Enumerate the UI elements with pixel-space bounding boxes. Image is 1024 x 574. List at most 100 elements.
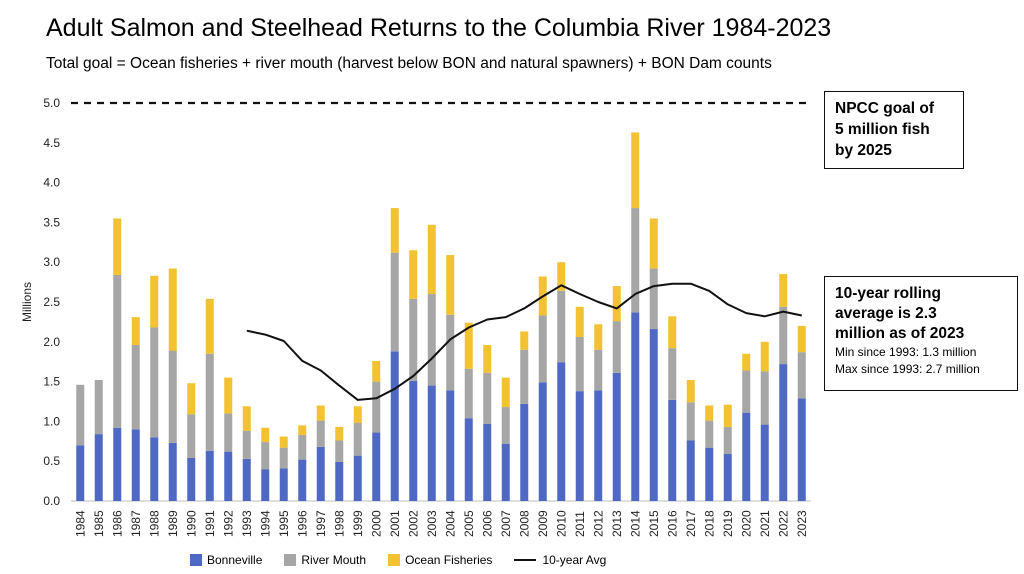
legend-swatch-ocean-fisheries [388,554,401,566]
bar-river-mouth-2003 [427,294,436,386]
y-tick-label: 1.5 [43,375,60,389]
bar-bonneville-2010 [557,362,566,501]
bar-bonneville-2015 [649,329,658,501]
bar-bonneville-1984 [76,445,85,501]
bar-ocean-fisheries-1999 [353,406,362,423]
x-tick-label-2000: 2000 [369,510,383,537]
bar-bonneville-1989 [168,442,177,501]
bar-river-mouth-1993 [242,430,251,459]
bar-bonneville-2011 [575,391,584,501]
x-tick-label-1999: 1999 [351,510,365,537]
goal-line-1: NPCC goal of [835,100,935,117]
bar-ocean-fisheries-2015 [649,218,658,269]
chart-subtitle: Total goal = Ocean fisheries + river mou… [46,55,772,72]
y-tick-label: 4.0 [43,176,60,190]
bar-bonneville-1991 [205,450,214,501]
bar-ocean-fisheries-1989 [168,268,177,351]
x-tick-label-1995: 1995 [277,510,291,537]
bar-bonneville-2004 [446,390,455,501]
bar-bonneville-2005 [464,418,473,501]
x-tick-label-1992: 1992 [221,510,235,537]
bar-ocean-fisheries-2016 [668,316,677,349]
bar-river-mouth-1995 [279,447,288,469]
bar-bonneville-2006 [483,423,492,501]
x-tick-label-1996: 1996 [295,510,309,537]
bar-bonneville-2022 [779,364,788,501]
bar-ocean-fisheries-1993 [242,406,251,431]
avg-line-1: 10-year rolling [835,285,941,302]
bar-ocean-fisheries-2014 [631,132,640,209]
bar-bonneville-2013 [612,372,621,501]
x-tick-label-2006: 2006 [480,510,494,537]
bar-ocean-fisheries-2003 [427,224,436,295]
bar-bonneville-2012 [594,390,603,501]
bar-ocean-fisheries-1992 [224,377,233,414]
bar-ocean-fisheries-1994 [261,427,270,443]
goal-line-3: by 2025 [835,142,892,159]
bar-ocean-fisheries-2005 [464,322,473,369]
bar-bonneville-2007 [501,443,510,501]
avg-min-note: Min since 1993: 1.3 million [835,345,977,359]
bar-bonneville-2014 [631,312,640,501]
avg-line-3: million as of 2023 [835,325,965,342]
bar-bonneville-1994 [261,469,270,501]
legend-swatch-10-year-avg [514,559,537,561]
y-tick-label: 1.0 [43,414,60,428]
x-tick-label-2023: 2023 [795,510,809,537]
bar-bonneville-2018 [705,447,714,501]
bar-ocean-fisheries-2018 [705,405,714,421]
bar-river-mouth-2023 [797,352,806,399]
x-tick-label-1986: 1986 [110,510,124,537]
bar-ocean-fisheries-2019 [723,404,732,427]
bar-river-mouth-1986 [113,274,122,428]
bar-river-mouth-1994 [261,442,270,470]
bar-river-mouth-2013 [612,321,621,373]
bar-ocean-fisheries-2021 [760,341,769,372]
bar-river-mouth-1985 [94,380,103,435]
bar-ocean-fisheries-2012 [594,324,603,350]
avg-max-note: Max since 1993: 2.7 million [835,362,980,376]
bar-river-mouth-2018 [705,420,714,448]
bar-ocean-fisheries-1997 [316,405,325,421]
bar-ocean-fisheries-1988 [150,275,159,328]
bar-river-mouth-2008 [520,349,529,404]
rolling-average-annotation-box: 10-year rolling average is 2.3 million a… [824,276,1018,391]
bar-ocean-fisheries-2006 [483,344,492,373]
bar-river-mouth-1997 [316,420,325,447]
bar-river-mouth-2012 [594,349,603,391]
bar-ocean-fisheries-2013 [612,286,621,322]
bar-bonneville-2017 [686,440,695,501]
x-tick-label-2007: 2007 [499,510,513,537]
bar-ocean-fisheries-1991 [205,298,214,354]
legend-label-10-year-avg: 10-year Avg [542,553,607,567]
bar-ocean-fisheries-2023 [797,325,806,353]
ten-year-avg-line [246,282,803,401]
chart-legend: Bonneville River Mouth Ocean Fisheries 1… [190,551,628,569]
bar-river-mouth-2021 [760,371,769,425]
bar-ocean-fisheries-2017 [686,380,695,403]
legend-label-ocean-fisheries: Ocean Fisheries [405,553,493,567]
bar-river-mouth-2016 [668,348,677,400]
bar-ocean-fisheries-2000 [372,360,381,382]
x-tick-label-2009: 2009 [536,510,550,537]
bar-bonneville-1988 [150,437,159,501]
x-tick-label-2003: 2003 [425,510,439,537]
bar-river-mouth-2007 [501,407,510,444]
bar-bonneville-1986 [113,427,122,501]
bar-bonneville-2000 [372,432,381,501]
bar-ocean-fisheries-2022 [779,274,788,307]
bar-ocean-fisheries-2007 [501,377,510,408]
bar-ocean-fisheries-1990 [187,383,196,415]
bar-ocean-fisheries-1987 [131,317,140,345]
x-tick-label-1998: 1998 [332,510,346,537]
bar-bonneville-2023 [797,398,806,501]
x-tick-label-1984: 1984 [73,510,87,537]
bar-ocean-fisheries-1995 [279,436,288,448]
chart-title: Adult Salmon and Steelhead Returns to th… [46,14,832,42]
bar-bonneville-2009 [538,382,547,501]
x-tick-label-1987: 1987 [129,510,143,537]
bar-bonneville-2020 [742,412,751,501]
bar-ocean-fisheries-1998 [335,426,344,441]
bar-ocean-fisheries-2001 [390,208,399,253]
